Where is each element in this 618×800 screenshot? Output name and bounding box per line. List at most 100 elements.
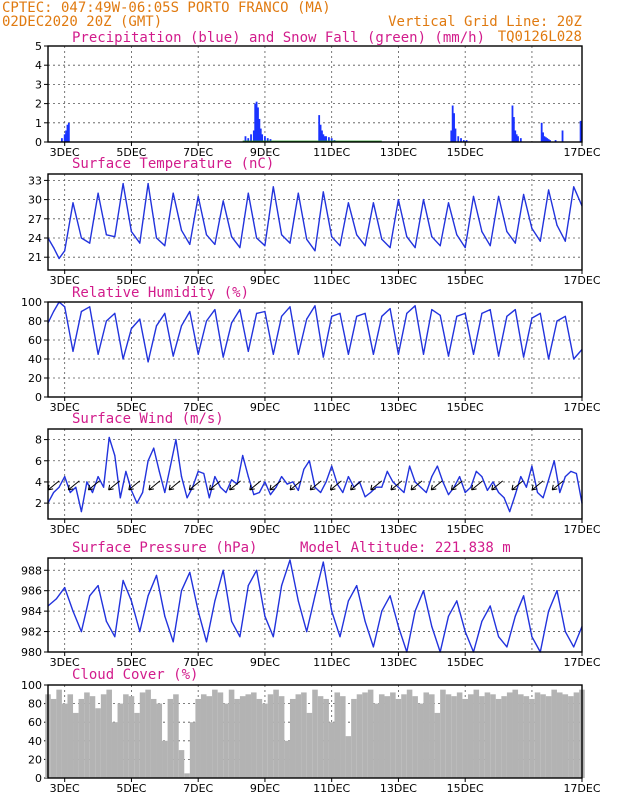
header-model-code: TQ0126L028 [498, 29, 582, 45]
precip-bar-0-40 [519, 138, 522, 142]
wind-point-72 [447, 494, 450, 496]
rh-point-16 [172, 355, 174, 357]
wind-arrow-20 [451, 480, 463, 491]
temp-point-36 [339, 245, 341, 247]
temp-series-line [47, 182, 583, 260]
pres-point-27 [272, 636, 274, 638]
precip-bar-0-36 [512, 117, 515, 142]
rh-point-38 [356, 315, 358, 317]
temp-frame [47, 173, 583, 271]
wind-xtick-label-2: 7DEC [183, 523, 213, 536]
temp-xtick-label-5: 13DEC [380, 274, 417, 287]
cloud-bar-77 [473, 689, 480, 778]
rh-ytick-label-4: 80 [28, 315, 42, 328]
rh-point-31 [297, 353, 299, 355]
cloud-bar-39 [262, 703, 268, 778]
precip-bar-0-15 [264, 136, 266, 142]
rh-xtick-label-4: 11DEC [313, 401, 350, 414]
cloud-bar-83 [506, 692, 513, 778]
pres-ytick-label-3: 986 [21, 585, 42, 598]
rh-point-42 [389, 308, 391, 310]
rh-point-7 [97, 353, 99, 355]
precip-bar-0-11 [257, 107, 259, 142]
precip-title: Precipitation (blue) and Snow Fall (gree… [72, 30, 485, 46]
temp-point-57 [514, 242, 516, 244]
rh-point-6 [89, 306, 91, 308]
temp-point-60 [539, 240, 541, 242]
pres-point-33 [322, 561, 324, 563]
wind-point-37 [253, 494, 255, 496]
pres-point-14 [164, 615, 166, 617]
wind-point-82 [503, 497, 505, 499]
wind-point-46 [303, 468, 305, 470]
temp-point-4 [72, 202, 74, 204]
temp-point-8 [105, 234, 107, 236]
temp-panel: 21 24 27 30 33 3DEC 5DEC 7DEC 9DEC 11DEC 13DEC 15DE… [28, 173, 601, 287]
cloud-bar-17 [139, 692, 146, 778]
cloud-bar-26 [189, 722, 196, 778]
pres-point-48 [447, 615, 450, 617]
wind-arrowhead-23 [511, 484, 517, 491]
wind-arrow-9 [229, 480, 241, 491]
wind-xtick-label-1: 5DEC [116, 523, 146, 536]
rh-point-35 [331, 315, 333, 317]
cloud-xtick-label-5: 13DEC [380, 782, 417, 795]
wind-arrow-0 [47, 480, 60, 491]
wind-point-85 [520, 476, 522, 478]
wind-arrowhead-7 [188, 484, 195, 491]
precip-bar-0-27 [450, 130, 453, 142]
rh-point-4 [72, 350, 74, 352]
cloud-bar-48 [312, 689, 318, 778]
wind-point-23 [175, 439, 177, 441]
cloud-bar-14 [123, 694, 129, 778]
temp-point-29 [281, 234, 283, 236]
precip-bar-0-29 [453, 113, 455, 142]
temp-point-33 [314, 250, 316, 252]
temp-xtick-label-3: 9DEC [250, 274, 280, 287]
cloud-bar-32 [223, 703, 229, 778]
wind-arrowhead-12 [289, 484, 296, 491]
wind-arrow-14 [330, 480, 342, 491]
rh-point-59 [531, 317, 533, 319]
temp-point-55 [498, 195, 500, 197]
rh-point-37 [347, 353, 349, 355]
temp-point-17 [180, 229, 183, 231]
wind-point-16 [136, 502, 138, 504]
wind-point-62 [392, 481, 394, 483]
temp-point-1 [53, 247, 55, 249]
pres-point-45 [422, 590, 425, 592]
pres-point-12 [147, 595, 149, 597]
pres-point-53 [489, 605, 491, 607]
temp-point-14 [155, 237, 158, 239]
cloud-bar-31 [217, 692, 224, 778]
cloud-xtick-label-3: 9DEC [250, 782, 280, 795]
wind-arrow-18 [410, 480, 423, 491]
rh-ytick-label-2: 40 [28, 353, 42, 366]
pres-point-44 [414, 610, 416, 612]
wind-arrowhead-8 [208, 484, 215, 491]
rh-panel: 0 20 40 60 80 100 3DEC 5DEC 7DEC 9DEC 11DEC 13DEC 15… [21, 296, 601, 414]
cloud-ytick-label-4: 80 [28, 698, 42, 711]
temp-point-32 [306, 238, 308, 240]
precip-bar-0-18 [318, 115, 321, 142]
rh-point-36 [339, 312, 341, 314]
pres-point-31 [306, 631, 308, 633]
rh-point-43 [397, 353, 399, 355]
temp-point-23 [231, 236, 233, 238]
wind-point-71 [442, 481, 444, 483]
cloud-bar-56 [356, 694, 363, 778]
wind-point-15 [130, 489, 132, 491]
cloud-bar-80 [490, 694, 496, 778]
rh-point-40 [372, 353, 374, 355]
rh-point-60 [539, 312, 541, 314]
rh-point-50 [456, 315, 458, 317]
pres-point-54 [498, 636, 500, 638]
cloud-bar-42 [278, 696, 285, 778]
rh-point-8 [105, 320, 107, 322]
rh-point-17 [180, 325, 183, 327]
wind-point-68 [425, 491, 427, 494]
wind-point-59 [375, 486, 377, 488]
cloud-bar-43 [284, 740, 290, 778]
wind-point-31 [219, 486, 221, 488]
rh-point-23 [231, 322, 233, 324]
